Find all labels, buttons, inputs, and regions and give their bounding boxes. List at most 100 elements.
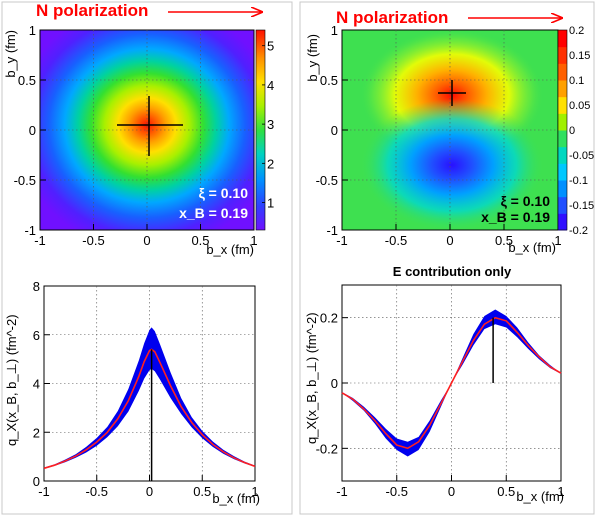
colorbar-band [558,113,567,131]
colorbar-tick-label: -0.15 [569,200,594,212]
colorbar-tick-label: 3 [267,117,274,132]
colorbar-tick-label: -0.2 [569,225,588,237]
x-tick-label: 0.5 [495,233,513,248]
grid-lines-right [342,30,558,230]
x-tick-label: -0.5 [86,484,108,499]
y-tick-label: 8 [33,279,40,294]
x-tick-label: -0.5 [82,233,104,248]
x-axis-label: b_x (fm) [516,489,564,504]
y-tick-label: 1 [331,23,338,38]
plot-area-bl [43,327,256,481]
y-tick-label: 0 [33,474,40,489]
colorbar-ticks-right: -0.2 -0.15 -0.1 -0.05 0 0.05 0.1 0.15 0.2 [569,25,594,237]
y-axis-label: q_X(x_B, b_⊥) (fm^-2) [4,314,19,446]
colorbar-frame [557,29,568,231]
y-tick-label: 0.2 [320,311,338,326]
xb-annotation: x_B = 0.19 [179,205,248,221]
y-axis-label: b_y (fm) [3,30,18,78]
x-tick-label: -1 [336,233,348,248]
colorbar-band [558,163,567,181]
x-tick-label: 1 [251,484,258,499]
axis-ticks-br: -1 -0.5 0 0.5 1 -0.2 0 0.2 [316,311,565,499]
y-tick-label: 2 [33,425,40,440]
x-tick-label: 0.5 [497,484,515,499]
colorbar-tick-label: -0.1 [569,175,588,187]
y-tick-label: 6 [33,328,40,343]
colorbar-band [558,80,567,98]
panel-title-e-contribution: E contribution only [393,264,512,279]
colorbar-left [255,29,266,231]
plot-area-br [341,309,562,457]
x-tick-label: 0 [446,233,453,248]
colorbar-band [558,130,567,148]
x-tick-label: 1 [557,484,564,499]
colorbar-band [558,96,567,114]
x-tick-label: 0.5 [193,484,211,499]
x-tick-label: -1 [336,484,348,499]
colorbar-band [558,30,567,48]
x-tick-label: -1 [34,233,46,248]
y-tick-label: 0 [29,123,36,138]
x-tick-label: -1 [38,484,50,499]
y-axis-label: b_y (fm) [305,34,320,82]
colorbar-band [558,196,567,214]
colorbar-band [558,46,567,64]
x-tick-label: 0.5 [191,233,209,248]
heatmap-n-polarization-left: N polarization -1 -0.5 0 0.5 1 -1 -0.5 0 0.5 1 ξ … [3,1,274,257]
xb-annotation: x_B = 0.19 [481,209,550,225]
line-chart-right: E contribution only -1 -0.5 0 0.5 1-0.200.2 … [304,264,565,504]
negative-lobe [360,99,544,230]
colorbar-tick-label: 0 [569,125,575,137]
x-tick-label: 0 [143,233,150,248]
colorbar-ticks-left: 1 2 3 4 5 [262,39,274,211]
colorbar-tick-label: 0.15 [569,50,590,62]
line-chart-left: -1 -0.5 0 0.5 1 0 2 4 6 8 b_x (fm) q_X(x_B, b_⊥) … [4,279,260,506]
grid-lines-left [40,30,254,230]
central-curve [43,348,256,470]
y-tick-label: 4 [33,377,40,392]
colorbar-band [558,213,567,231]
x-tick-label: 0 [448,484,455,499]
x-axis-label: b_x (fm) [206,242,254,257]
y-tick-label: -1 [326,223,338,238]
y-tick-label: -0.5 [316,173,338,188]
colorbar-tick-label: 1 [267,196,274,211]
x-axis-label: b_x (fm) [212,491,260,506]
y-tick-label: -0.2 [316,441,338,456]
x-tick-label: 1 [250,233,257,248]
y-tick-label: 0.5 [18,73,36,88]
colorbar-tick-label: 0.05 [569,100,590,112]
xi-annotation: ξ = 0.10 [501,193,551,209]
y-tick-label: 0 [331,376,338,391]
heatmap-n-polarization-right: N polarization -1 -0.5 0 0.5 1 -1 -0.5 0 0.5 1 ξ … [305,8,594,255]
colorbar-tick-label: 2 [267,156,274,171]
central-curve [341,316,562,450]
colorbar-tick-label: 0.1 [569,75,584,87]
y-tick-label: 1 [29,23,36,38]
x-tick-label: 0 [146,484,153,499]
colorbar-tick-label: 4 [267,78,274,93]
x-axis-label: b_x (fm) [508,240,556,255]
x-tick-label: -0.5 [386,484,408,499]
axis-ticks-bl: -1 -0.5 0 0.5 1 0 2 4 6 8 [33,279,259,499]
y-tick-label: 0 [331,123,338,138]
colorbar-band [558,146,567,164]
colorbar-band [558,63,567,81]
colorbar-tick-label: 0.2 [569,25,584,37]
x-tick-label: -0.5 [385,233,407,248]
y-tick-label: 0.5 [320,73,338,88]
y-tick-label: -1 [24,223,36,238]
panel-title-left: N polarization [36,1,148,20]
panel-title-right: N polarization [336,8,448,27]
colorbar-band [558,180,567,198]
colorbar-right [557,29,568,231]
x-tick-label: 1 [554,233,561,248]
colorbar-tick-label: -0.05 [569,150,594,162]
xi-annotation: ξ = 0.10 [199,185,249,201]
y-axis-label: q_X(x_B, b_⊥) (fm^-2) [304,312,319,444]
axis-ticks-left: -1 -0.5 0 0.5 1 -1 -0.5 0 0.5 1 [14,23,258,248]
y-tick-label: -0.5 [14,173,36,188]
axis-ticks-right: -1 -0.5 0 0.5 1 -1 -0.5 0 0.5 1 [316,23,562,248]
colorbar-tick-label: 5 [267,39,274,54]
